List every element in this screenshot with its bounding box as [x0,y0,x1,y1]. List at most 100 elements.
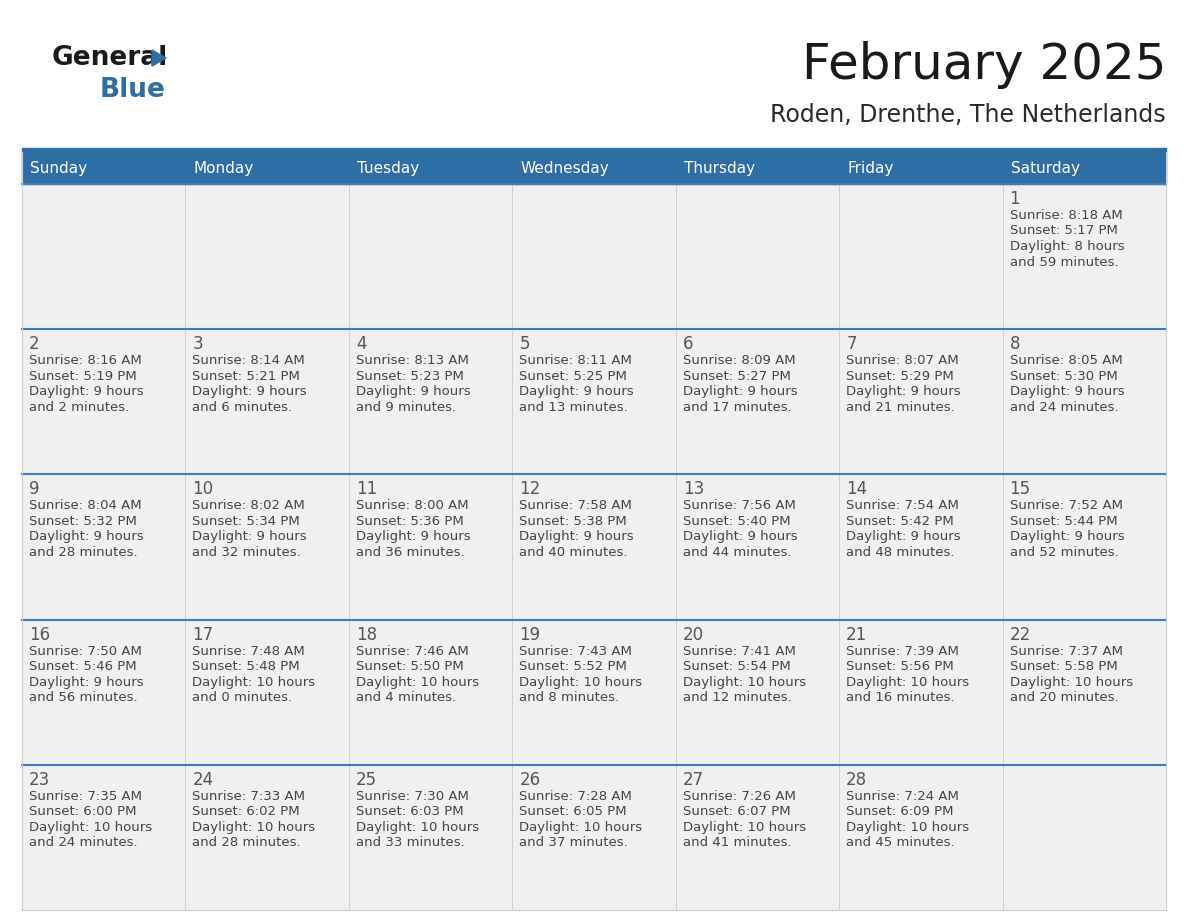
Text: Sunset: 5:36 PM: Sunset: 5:36 PM [356,515,463,528]
Text: Daylight: 10 hours: Daylight: 10 hours [356,676,479,688]
Text: and 4 minutes.: and 4 minutes. [356,691,456,704]
Text: Sunset: 5:23 PM: Sunset: 5:23 PM [356,370,463,383]
Bar [349,620,512,765]
Text: Daylight: 9 hours: Daylight: 9 hours [356,531,470,543]
Bar [839,620,1003,765]
Text: Sunrise: 8:05 AM: Sunrise: 8:05 AM [1010,354,1123,367]
Text: February 2025: February 2025 [802,41,1165,89]
Text: Sunrise: 7:37 AM: Sunrise: 7:37 AM [1010,644,1123,657]
Text: Blue: Blue [100,77,166,103]
Text: and 21 minutes.: and 21 minutes. [846,400,955,414]
Text: 7: 7 [846,335,857,353]
Text: Sunset: 5:29 PM: Sunset: 5:29 PM [846,370,954,383]
Text: and 44 minutes.: and 44 minutes. [683,546,791,559]
Text: 15: 15 [1010,480,1031,498]
Text: and 59 minutes.: and 59 minutes. [1010,255,1118,268]
Text: Thursday: Thursday [684,161,754,175]
Text: Sunset: 5:54 PM: Sunset: 5:54 PM [683,660,790,673]
Text: 28: 28 [846,771,867,789]
Text: Sunset: 5:17 PM: Sunset: 5:17 PM [1010,225,1118,238]
Bar [512,620,676,765]
Text: and 41 minutes.: and 41 minutes. [683,836,791,849]
Text: Daylight: 9 hours: Daylight: 9 hours [356,386,470,398]
Text: Sunset: 5:52 PM: Sunset: 5:52 PM [519,660,627,673]
Text: 16: 16 [29,625,50,644]
Text: 23: 23 [29,771,50,789]
Text: Sunrise: 8:11 AM: Sunrise: 8:11 AM [519,354,632,367]
Text: Daylight: 9 hours: Daylight: 9 hours [1010,531,1124,543]
Text: Daylight: 10 hours: Daylight: 10 hours [192,676,316,688]
Bar [676,475,839,620]
Text: Daylight: 9 hours: Daylight: 9 hours [1010,386,1124,398]
Text: 25: 25 [356,771,377,789]
Bar [23,475,185,620]
Text: and 17 minutes.: and 17 minutes. [683,400,791,414]
Text: Friday: Friday [847,161,893,175]
Text: Sunset: 6:09 PM: Sunset: 6:09 PM [846,805,954,818]
Text: and 20 minutes.: and 20 minutes. [1010,691,1118,704]
Text: 14: 14 [846,480,867,498]
Bar [23,184,185,330]
Bar [185,475,349,620]
Text: General: General [52,45,169,71]
Text: Sunset: 5:32 PM: Sunset: 5:32 PM [29,515,137,528]
Text: Sunrise: 8:18 AM: Sunrise: 8:18 AM [1010,209,1123,222]
Text: Daylight: 9 hours: Daylight: 9 hours [519,386,634,398]
Text: Sunset: 6:05 PM: Sunset: 6:05 PM [519,805,627,818]
Text: Daylight: 10 hours: Daylight: 10 hours [519,821,643,834]
Text: Sunrise: 7:28 AM: Sunrise: 7:28 AM [519,789,632,803]
Text: Sunrise: 7:33 AM: Sunrise: 7:33 AM [192,789,305,803]
Text: and 48 minutes.: and 48 minutes. [846,546,955,559]
Text: and 37 minutes.: and 37 minutes. [519,836,628,849]
Text: 19: 19 [519,625,541,644]
Text: Sunset: 6:00 PM: Sunset: 6:00 PM [29,805,137,818]
Bar [1003,330,1165,475]
Text: and 24 minutes.: and 24 minutes. [1010,400,1118,414]
Bar [23,148,1165,152]
Text: Daylight: 9 hours: Daylight: 9 hours [846,386,961,398]
Text: Sunrise: 7:26 AM: Sunrise: 7:26 AM [683,789,796,803]
Text: 24: 24 [192,771,214,789]
Bar [512,475,676,620]
Text: Sunrise: 7:58 AM: Sunrise: 7:58 AM [519,499,632,512]
Text: Roden, Drenthe, The Netherlands: Roden, Drenthe, The Netherlands [770,103,1165,127]
Text: Daylight: 9 hours: Daylight: 9 hours [29,676,144,688]
Bar [349,152,512,184]
Text: Daylight: 9 hours: Daylight: 9 hours [683,531,797,543]
Text: and 9 minutes.: and 9 minutes. [356,400,456,414]
Text: Daylight: 9 hours: Daylight: 9 hours [29,531,144,543]
Text: Sunset: 5:34 PM: Sunset: 5:34 PM [192,515,301,528]
Bar [676,330,839,475]
Text: Daylight: 9 hours: Daylight: 9 hours [683,386,797,398]
Text: and 28 minutes.: and 28 minutes. [192,836,301,849]
Text: Sunrise: 7:24 AM: Sunrise: 7:24 AM [846,789,959,803]
Text: Daylight: 10 hours: Daylight: 10 hours [683,676,805,688]
Text: 4: 4 [356,335,366,353]
Text: 10: 10 [192,480,214,498]
Text: Monday: Monday [194,161,254,175]
Text: Sunset: 6:02 PM: Sunset: 6:02 PM [192,805,301,818]
Bar [1003,152,1165,184]
Text: and 40 minutes.: and 40 minutes. [519,546,627,559]
Bar [512,152,676,184]
Bar [23,620,185,765]
Bar [1003,475,1165,620]
Text: Sunday: Sunday [30,161,87,175]
Bar [349,475,512,620]
Bar [185,620,349,765]
Text: Wednesday: Wednesday [520,161,609,175]
Bar [839,184,1003,330]
Bar [676,184,839,330]
Text: and 32 minutes.: and 32 minutes. [192,546,302,559]
Text: Sunset: 6:07 PM: Sunset: 6:07 PM [683,805,790,818]
Text: 9: 9 [29,480,39,498]
Bar [349,184,512,330]
Bar [676,152,839,184]
Text: and 0 minutes.: and 0 minutes. [192,691,292,704]
Text: Daylight: 10 hours: Daylight: 10 hours [846,676,969,688]
Text: Sunset: 5:46 PM: Sunset: 5:46 PM [29,660,137,673]
Text: Sunrise: 7:54 AM: Sunrise: 7:54 AM [846,499,959,512]
Text: 18: 18 [356,625,377,644]
Text: 8: 8 [1010,335,1020,353]
Text: Sunset: 5:44 PM: Sunset: 5:44 PM [1010,515,1117,528]
